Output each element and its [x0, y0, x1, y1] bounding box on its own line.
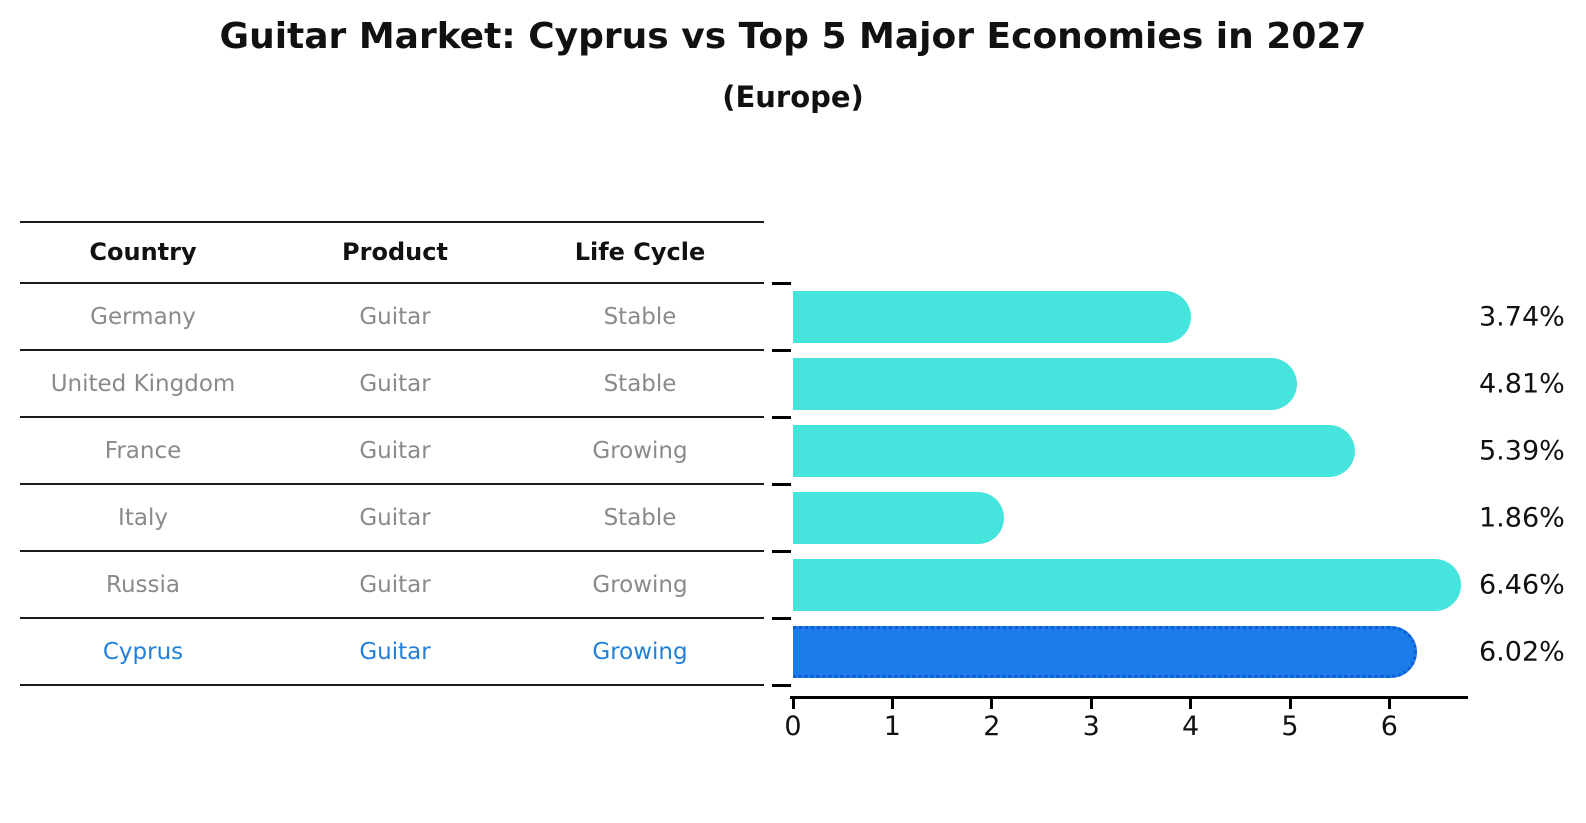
x-tick — [1387, 699, 1391, 709]
bar-italy — [793, 491, 1004, 544]
cell-product: Guitar — [359, 504, 431, 531]
cell-life-cycle: Growing — [592, 437, 688, 464]
cell-country: United Kingdom — [50, 370, 236, 397]
cell-life-cycle: Growing — [592, 571, 688, 598]
y-tick — [772, 617, 791, 620]
column-header-product: Product — [342, 238, 448, 266]
bar-france — [793, 424, 1355, 477]
x-tick — [791, 699, 795, 709]
x-tick-label: 3 — [1082, 711, 1100, 742]
value-label: 6.02% — [1479, 636, 1565, 667]
y-tick — [772, 282, 791, 285]
x-tick-label: 0 — [784, 711, 802, 742]
x-tick — [1089, 699, 1093, 709]
x-axis-line — [790, 696, 1468, 699]
x-tick-label: 1 — [883, 711, 901, 742]
cell-country: Russia — [106, 571, 180, 598]
y-tick — [772, 483, 791, 486]
cell-life-cycle: Stable — [603, 303, 677, 330]
bar-germany — [793, 290, 1191, 343]
x-tick-label: 5 — [1281, 711, 1299, 742]
x-tick — [890, 699, 894, 709]
column-header-life-cycle: Life Cycle — [574, 238, 706, 266]
value-label: 5.39% — [1479, 435, 1565, 466]
table-grid-line — [20, 416, 764, 418]
cell-life-cycle: Stable — [603, 504, 677, 531]
cell-country: Italy — [118, 504, 168, 531]
chart-title: Guitar Market: Cyprus vs Top 5 Major Eco… — [219, 16, 1367, 57]
bar-united-kingdom — [793, 357, 1298, 410]
chart-subtitle: (Europe) — [722, 80, 864, 114]
cell-country: Cyprus — [102, 638, 184, 665]
value-label: 4.81% — [1479, 368, 1565, 399]
y-tick — [772, 684, 791, 687]
x-tick-label: 4 — [1182, 711, 1200, 742]
table-grid-line — [20, 483, 764, 485]
x-tick — [1189, 699, 1193, 709]
cell-product: Guitar — [359, 303, 431, 330]
table-grid-line — [20, 349, 764, 351]
bar-russia — [793, 558, 1462, 611]
cell-product: Guitar — [359, 571, 431, 598]
value-label: 3.74% — [1479, 301, 1565, 332]
table-grid-line — [20, 550, 764, 552]
x-tick-label: 6 — [1380, 711, 1398, 742]
cell-product: Guitar — [359, 370, 431, 397]
cell-product: Guitar — [359, 437, 431, 464]
value-label: 6.46% — [1479, 569, 1565, 600]
cell-country: Germany — [90, 303, 196, 330]
table-grid-line — [20, 684, 764, 686]
table-grid-line — [20, 617, 764, 619]
cell-life-cycle: Growing — [592, 638, 688, 665]
x-tick — [1288, 699, 1292, 709]
y-tick — [772, 550, 791, 553]
x-tick-label: 2 — [983, 711, 1001, 742]
x-tick — [990, 699, 994, 709]
table-grid-line — [20, 282, 764, 284]
cell-product: Guitar — [359, 638, 431, 665]
table-grid-line — [20, 221, 764, 223]
column-header-country: Country — [89, 238, 197, 266]
cell-country: France — [104, 437, 182, 464]
value-label: 1.86% — [1479, 502, 1565, 533]
y-tick — [772, 349, 791, 352]
bar-cyprus — [793, 625, 1418, 678]
cell-life-cycle: Stable — [603, 370, 677, 397]
y-tick — [772, 416, 791, 419]
